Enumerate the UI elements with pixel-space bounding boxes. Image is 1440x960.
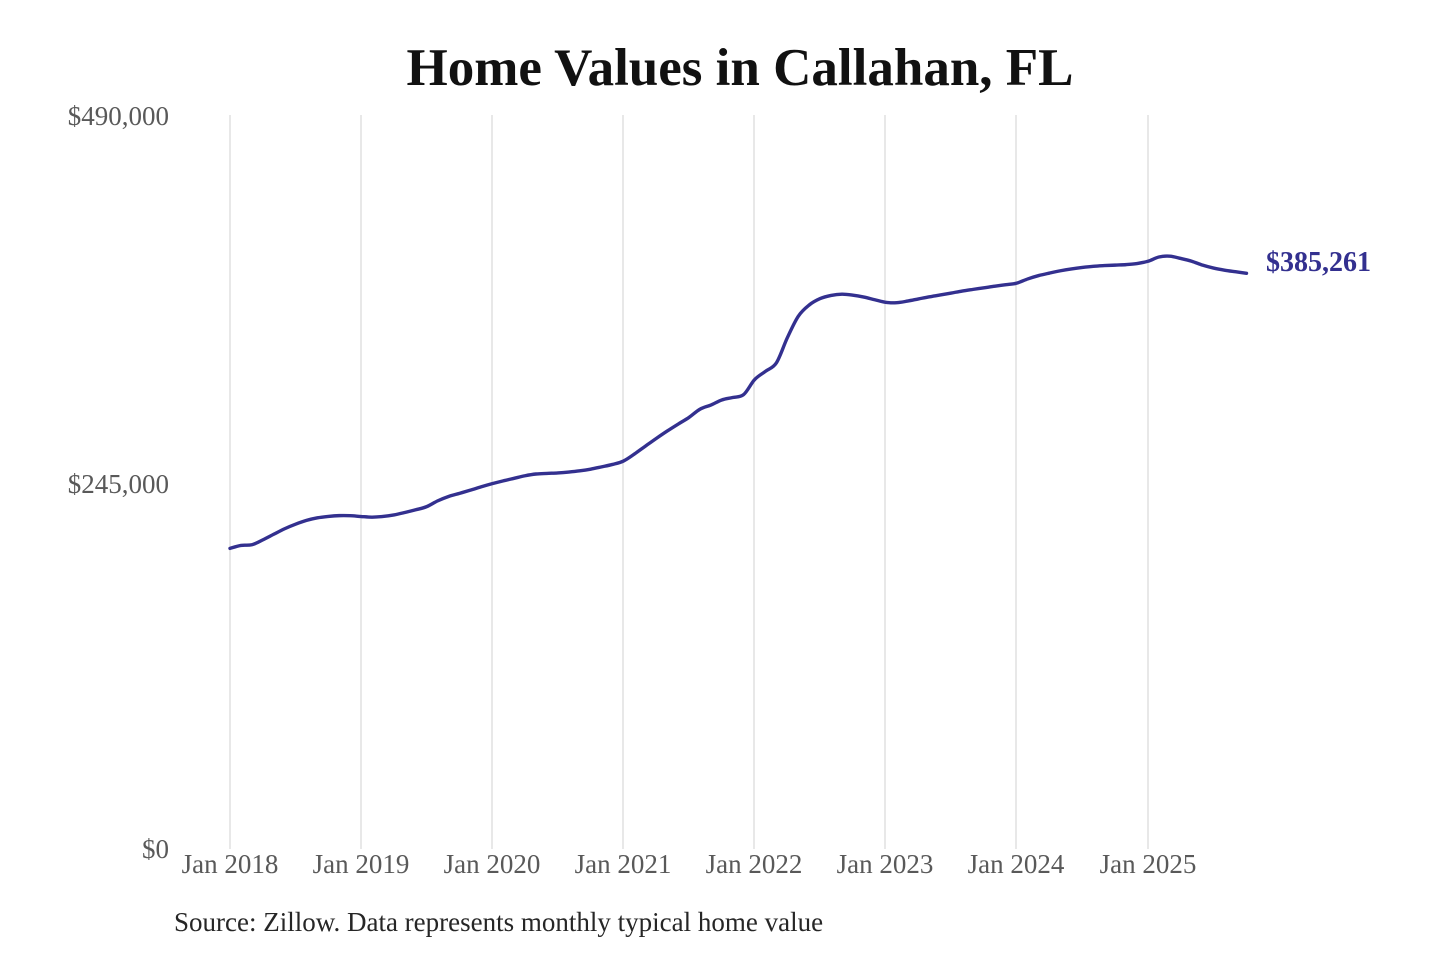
svg-text:Jan 2020: Jan 2020 <box>444 849 541 879</box>
svg-text:Jan 2018: Jan 2018 <box>182 849 279 879</box>
svg-text:Jan 2021: Jan 2021 <box>575 849 672 879</box>
svg-text:Jan 2023: Jan 2023 <box>837 849 934 879</box>
svg-text:Jan 2025: Jan 2025 <box>1100 849 1197 879</box>
svg-text:$0: $0 <box>142 834 169 864</box>
svg-text:$385,261: $385,261 <box>1266 247 1371 278</box>
svg-text:Jan 2019: Jan 2019 <box>313 849 410 879</box>
svg-text:$490,000: $490,000 <box>68 101 169 131</box>
svg-text:Jan 2022: Jan 2022 <box>706 849 803 879</box>
svg-text:$245,000: $245,000 <box>68 469 169 499</box>
svg-text:Jan 2024: Jan 2024 <box>968 849 1065 879</box>
